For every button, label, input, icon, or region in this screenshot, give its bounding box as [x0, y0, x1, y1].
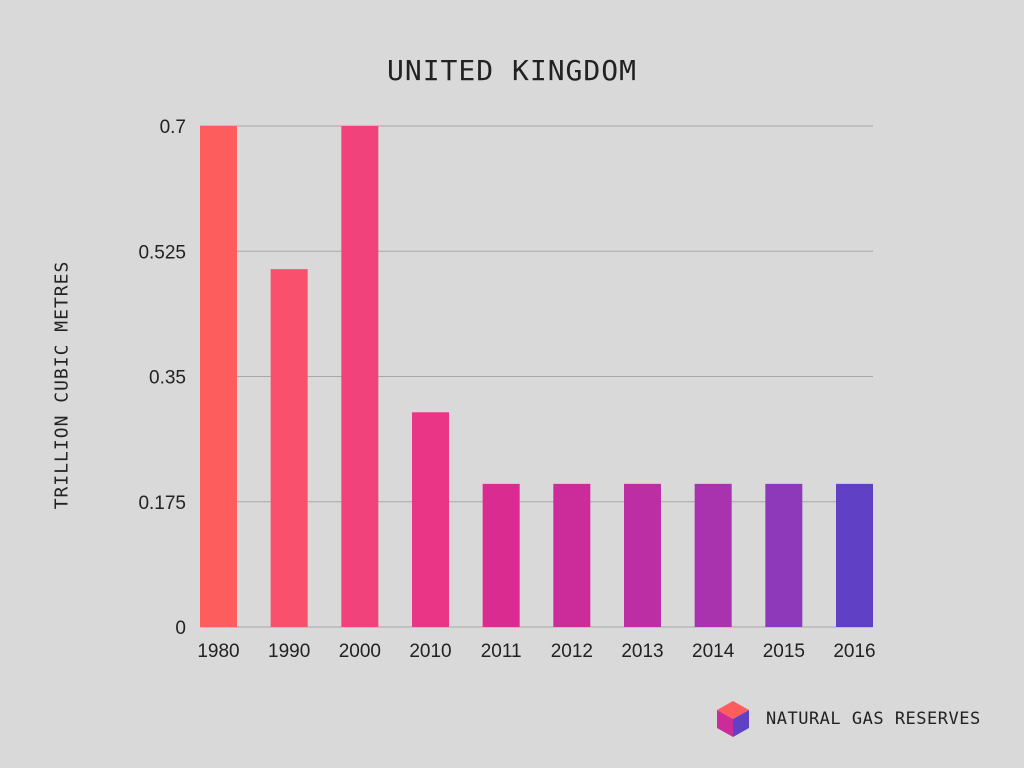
x-tick-label: 2011 — [481, 641, 522, 662]
x-tick-label: 2013 — [621, 641, 663, 662]
x-tick-label: 2016 — [833, 641, 875, 662]
brand-logo: NATURAL GAS RESERVES — [716, 700, 981, 738]
bar-2016 — [836, 483, 873, 627]
bar-2014 — [694, 483, 732, 627]
bar-2012 — [553, 483, 591, 627]
cube-icon — [717, 701, 749, 737]
chart-title: UNITED KINGDOM — [386, 54, 637, 87]
bar-2010 — [412, 412, 449, 627]
gridlines — [200, 125, 873, 628]
bars — [200, 126, 873, 627]
y-tick-label: 0.525 — [138, 242, 186, 263]
bar-2011 — [482, 483, 520, 627]
y-tick-label: 0.175 — [138, 493, 186, 514]
x-tick-label: 2012 — [551, 641, 593, 662]
x-tick-label: 2010 — [409, 641, 451, 662]
y-tick-label: 0.7 — [160, 117, 186, 138]
x-ticks: 1980 1990 2000 2010 2011 2012 2013 2014 2015 2016 — [197, 641, 875, 662]
y-tick-label: 0.35 — [149, 368, 186, 389]
y-ticks: 0 0.175 0.35 0.525 0.7 — [138, 117, 186, 639]
bar-2000 — [341, 126, 379, 627]
bar-1980 — [200, 126, 237, 627]
x-tick-label: 2015 — [763, 641, 805, 662]
x-tick-label: 2014 — [692, 641, 735, 662]
x-tick-label: 2000 — [339, 641, 381, 662]
bar-chart: 0 0.175 0.35 0.525 0.7 1980 1990 2000 2010 2011 2… — [138, 117, 875, 662]
bar-2013 — [624, 483, 661, 627]
x-tick-label: 1990 — [268, 641, 310, 662]
bar-2015 — [765, 483, 803, 627]
x-tick-label: 1980 — [197, 641, 239, 662]
brand-label: NATURAL GAS RESERVES — [766, 709, 981, 729]
bar-1990 — [270, 269, 308, 627]
y-tick-label: 0 — [175, 618, 186, 639]
